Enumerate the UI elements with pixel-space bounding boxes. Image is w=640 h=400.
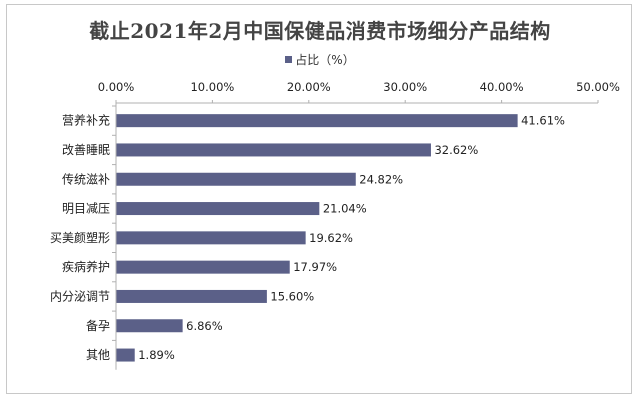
category-label: 备孕 — [86, 319, 110, 333]
bar — [116, 143, 431, 157]
bar — [116, 348, 135, 362]
category-label: 改善睡眠 — [62, 142, 110, 157]
x-tick-label: 20.00% — [287, 80, 331, 94]
category-label: 营养补充 — [62, 113, 110, 128]
bar-value-label: 1.89% — [138, 348, 175, 362]
chart-frame — [6, 4, 632, 394]
x-tick-label: 0.00% — [98, 80, 135, 94]
bar — [116, 231, 306, 245]
x-tick-label: 10.00% — [190, 80, 234, 94]
legend-label: 占比（%） — [295, 53, 355, 67]
bar — [116, 289, 267, 303]
category-label: 疾病养护 — [62, 259, 110, 274]
bar-value-label: 24.82% — [359, 172, 403, 186]
x-tick-label: 30.00% — [383, 80, 427, 94]
bar-value-label: 32.62% — [434, 143, 478, 157]
bar-value-label: 21.04% — [323, 202, 367, 216]
bar-value-label: 15.60% — [270, 289, 314, 303]
chart-title: 截止2021年2月中国保健品消费市场细分产品结构 — [89, 19, 551, 43]
bar — [116, 319, 183, 333]
x-tick-label: 40.00% — [480, 80, 524, 94]
category-label: 买美颜塑形 — [50, 230, 110, 245]
chart-legend: 占比（%） — [0, 51, 640, 68]
bar — [116, 172, 356, 186]
bar — [116, 202, 320, 216]
category-label: 明目减压 — [62, 202, 110, 216]
bar-value-label: 6.86% — [186, 319, 223, 333]
category-label: 其他 — [86, 348, 110, 362]
legend-swatch — [285, 56, 293, 63]
category-label: 传统滋补 — [62, 171, 110, 186]
bar-value-label: 19.62% — [309, 231, 353, 245]
x-tick-label: 50.00% — [576, 80, 620, 94]
bar — [116, 260, 290, 274]
category-label: 内分泌调节 — [50, 289, 110, 303]
bar — [116, 114, 518, 128]
bar-value-label: 17.97% — [293, 260, 337, 274]
bar-value-label: 41.61% — [521, 114, 565, 128]
